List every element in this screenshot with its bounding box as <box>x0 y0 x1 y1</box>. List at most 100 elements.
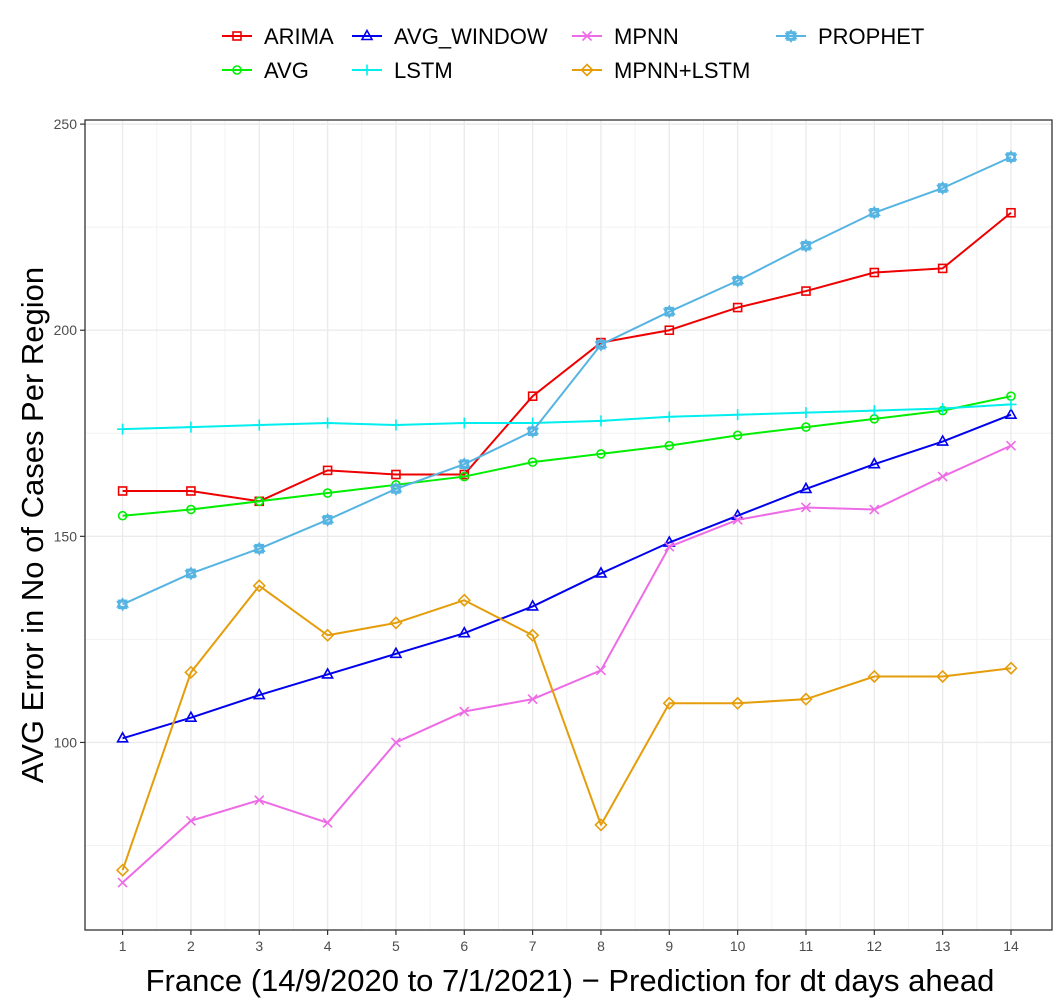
data-point-lstm <box>868 405 880 417</box>
data-point-avg-window <box>526 599 539 611</box>
legend-item-arima: ARIMA <box>222 24 334 49</box>
legend: ARIMA AVG AVG_WINDOW LSTM MPNN MPNN+LSTM PROPH… <box>222 24 924 83</box>
x-tick-label: 6 <box>460 938 468 954</box>
data-point-mpnn-lstm <box>594 818 608 832</box>
x-tick-label: 14 <box>1003 938 1019 954</box>
data-point-avg <box>732 430 743 441</box>
data-point-avg <box>117 510 128 521</box>
series-mpnn-lstm <box>115 579 1018 877</box>
y-axis: 100 150 200 250 <box>54 116 85 750</box>
data-point-arima <box>186 486 196 496</box>
legend-marker-mpnn <box>581 30 593 42</box>
legend-marker-lstm <box>361 64 373 76</box>
data-point-prophet <box>594 337 608 352</box>
data-point-mpnn <box>1005 440 1017 451</box>
data-point-mpnn-lstm <box>867 669 881 684</box>
x-tick-label: 5 <box>392 938 400 954</box>
data-point-lstm <box>732 409 744 421</box>
series-prophet <box>116 150 1018 612</box>
data-point-prophet <box>457 457 471 472</box>
data-point-mpnn <box>800 502 812 513</box>
data-point-avg <box>664 440 675 451</box>
data-point-prophet <box>867 205 881 220</box>
legend-label: MPNN+LSTM <box>614 58 750 83</box>
data-point-lstm <box>253 419 265 431</box>
data-point-mpnn <box>459 706 470 717</box>
data-point-lstm <box>390 419 402 431</box>
data-point-arima <box>869 267 880 278</box>
series-line-prophet <box>122 156 1012 606</box>
data-point-avg <box>596 449 606 459</box>
data-point-avg-window <box>321 667 334 679</box>
data-point-mpnn <box>185 815 196 826</box>
data-point-arima <box>117 486 128 496</box>
x-axis: 1 2 3 4 5 6 7 8 9 10 11 12 13 14 <box>119 930 1019 954</box>
data-point-avg-window <box>457 626 471 638</box>
legend-marker-prophet <box>784 28 798 44</box>
data-point-arima <box>322 465 333 476</box>
data-point-prophet <box>116 597 130 612</box>
data-point-avg-window <box>116 731 129 743</box>
legend-label: LSTM <box>394 58 453 83</box>
data-point-lstm <box>322 417 334 429</box>
series-layer <box>115 150 1018 888</box>
legend-marker-avg-window <box>360 28 374 41</box>
data-point-arima <box>664 325 675 336</box>
data-point-arima <box>391 469 401 480</box>
legend-item-prophet: PROPHET <box>776 24 924 49</box>
data-point-mpnn-lstm <box>457 593 471 607</box>
legend-marker-arima <box>232 31 242 41</box>
data-point-avg <box>527 457 538 467</box>
legend-item-mpnn-lstm: MPNN+LSTM <box>572 58 750 83</box>
data-point-lstm <box>663 411 675 423</box>
data-point-mpnn <box>869 504 880 515</box>
legend-marker-mpnn-lstm <box>580 63 594 77</box>
plot-panel-border <box>84 119 1053 931</box>
plot-panel <box>84 119 1053 931</box>
legend-label: AVG_WINDOW <box>394 24 548 49</box>
data-point-mpnn <box>527 694 538 705</box>
y-tick-label: 150 <box>54 528 78 544</box>
data-point-lstm <box>458 417 470 429</box>
data-point-avg-window <box>1004 407 1018 420</box>
x-tick-label: 10 <box>730 938 746 954</box>
data-point-lstm <box>185 421 197 433</box>
data-point-avg <box>186 504 196 515</box>
data-point-prophet <box>799 238 813 253</box>
series-lstm <box>117 398 1017 435</box>
data-point-prophet <box>662 304 676 319</box>
data-point-lstm <box>937 403 949 415</box>
data-point-mpnn-lstm <box>320 628 335 642</box>
x-tick-label: 4 <box>324 938 332 954</box>
legend-marker-avg <box>232 65 242 75</box>
legend-label: ARIMA <box>264 24 334 49</box>
series-avg <box>117 391 1016 521</box>
series-line-avg <box>122 395 1012 517</box>
data-point-lstm <box>1005 398 1017 410</box>
data-point-lstm <box>117 423 129 435</box>
data-point-avg-window <box>184 710 198 723</box>
legend-item-avg: AVG <box>222 58 309 83</box>
y-tick-label: 200 <box>54 322 78 338</box>
data-point-avg <box>322 488 333 498</box>
legend-label: PROPHET <box>818 24 924 49</box>
data-point-mpnn-lstm <box>731 696 745 710</box>
data-point-avg-window <box>867 457 881 469</box>
legend-label: AVG <box>264 58 309 83</box>
data-point-arima <box>937 263 948 274</box>
data-point-mpnn-lstm <box>799 692 813 706</box>
data-point-prophet <box>321 512 335 527</box>
grid <box>85 120 1052 930</box>
y-tick-label: 100 <box>54 734 78 750</box>
data-point-prophet <box>526 424 540 439</box>
data-point-mpnn <box>390 737 402 748</box>
data-point-mpnn <box>595 665 607 676</box>
series-line-mpnn <box>121 444 1012 884</box>
data-point-prophet <box>731 273 745 288</box>
data-point-prophet <box>1004 150 1018 165</box>
data-point-prophet <box>389 481 403 496</box>
x-tick-label: 8 <box>597 938 605 954</box>
data-point-mpnn <box>664 541 675 552</box>
plot-panel-background <box>85 120 1052 930</box>
data-point-mpnn <box>322 817 333 828</box>
